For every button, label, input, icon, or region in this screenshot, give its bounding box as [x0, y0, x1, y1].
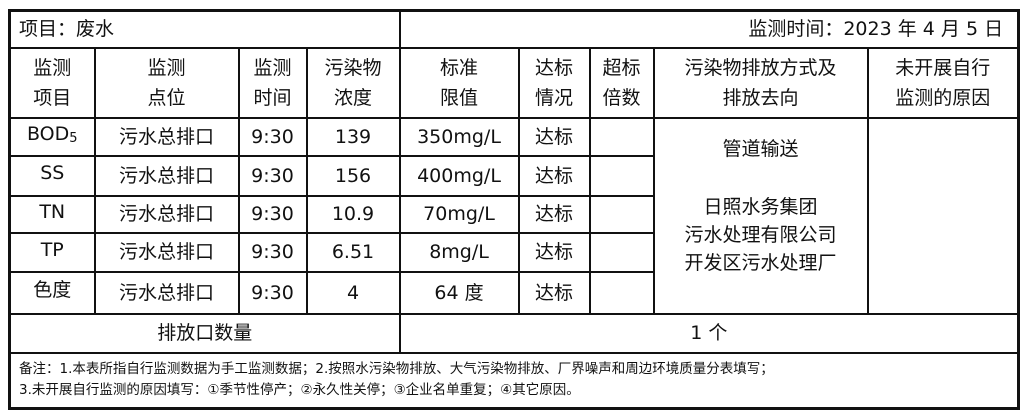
outlet-count-label: 排放口数量: [8, 312, 401, 354]
notes: 备注：1.本表所指自行监测数据为手工监测数据；2.按照水污染物排放、大气污染物排…: [8, 351, 1020, 410]
header-line: 超标: [602, 56, 641, 79]
discharge-destination: 日照水务集团: [703, 195, 818, 218]
table-row: BOD5 污水总排口 9:30 139 350mg/L 达标 管道输送 日照水务集团 污水…: [8, 116, 1020, 315]
header-line: 未开展自行: [895, 56, 991, 79]
header-line: 倍数: [602, 86, 641, 109]
cell-time: 9:30: [237, 154, 308, 197]
cell-conc: 156: [305, 154, 401, 197]
header-line: 监测: [253, 56, 292, 79]
cell-item: SS: [8, 154, 96, 197]
header-row: 监测 项目 监测 点位 监测 时间 污染物 浓度 标准 限值 达标 情况 超标 倍数 污染物排放方式及 排放去…: [8, 46, 1020, 119]
cell-time: 9:30: [237, 194, 308, 234]
table-row: TN 污水总排口 9:30 10.9 70mg/L 达标: [8, 194, 1019, 234]
discharge-destination: 污水处理有限公司: [684, 223, 837, 246]
cell-item: BOD5: [8, 116, 96, 157]
note-line-1: 备注：1.本表所指自行监测数据为手工监测数据；2.按照水污染物排放、大气污染物排…: [19, 361, 774, 378]
cell-exceed: [588, 116, 655, 157]
cell-time: 9:30: [237, 116, 308, 157]
cell-item: TP: [8, 231, 96, 273]
cell-point: 污水总排口: [93, 270, 240, 315]
cell-conc: 10.9: [305, 194, 401, 234]
cell-item: TN: [8, 194, 96, 234]
discharge-method: 管道输送: [722, 137, 799, 160]
cell-status: 达标: [517, 231, 591, 273]
cell-limit: 350mg/L: [398, 116, 520, 157]
note-line-2: 3.未开展自行监测的原因填写：①季节性停产；②永久性关停；③企业名单重复；④其它…: [19, 382, 580, 399]
cell-limit: 400mg/L: [398, 154, 520, 197]
header-line: 时间: [253, 86, 292, 109]
header-line: 限值: [440, 86, 479, 109]
header-line: 排放去向: [722, 86, 799, 109]
header-line: 污染物: [324, 56, 382, 79]
header-line: 浓度: [334, 86, 373, 109]
column-header: 标准 限值: [398, 46, 520, 119]
cell-time: 9:30: [237, 270, 308, 315]
cell-limit: 70mg/L: [398, 194, 520, 234]
discharge-cell: 管道输送 日照水务集团 污水处理有限公司 开发区污水处理厂: [652, 116, 869, 315]
cell-exceed: [588, 270, 655, 315]
table-row: TP 污水总排口 9:30 6.51 8mg/L 达标: [8, 231, 1019, 273]
column-header: 超标 倍数: [588, 46, 655, 119]
column-header: 污染物 浓度: [305, 46, 401, 119]
cell-exceed: [588, 154, 655, 197]
column-header: 监测 点位: [93, 46, 240, 119]
cell-status: 达标: [517, 194, 591, 234]
column-header: 达标 情况: [517, 46, 591, 119]
cell-limit: 8mg/L: [398, 231, 520, 273]
cell-limit: 64 度: [398, 270, 520, 315]
column-header: 污染物排放方式及 排放去向: [652, 46, 869, 119]
cell-status: 达标: [517, 116, 591, 157]
header-line: 监测: [147, 56, 186, 79]
monitoring-date: 监测时间：2023 年 4 月 5 日: [398, 9, 1020, 49]
cell-point: 污水总排口: [93, 116, 240, 157]
cell-point: 污水总排口: [93, 194, 240, 234]
not-monitored-reason: [866, 116, 1020, 315]
header-line: 项目: [33, 86, 72, 109]
cell-point: 污水总排口: [93, 231, 240, 273]
monitoring-table: 项目：废水 监测时间：2023 年 4 月 5 日 监测 项目 监测 点位 监测 时间 污染…: [8, 9, 1021, 410]
cell-exceed: [588, 194, 655, 234]
cell-exceed: [588, 231, 655, 273]
header-line: 监测: [33, 56, 72, 79]
cell-point: 污水总排口: [93, 154, 240, 197]
project-label: 项目：废水: [8, 9, 401, 49]
cell-status: 达标: [517, 270, 591, 315]
cell-conc: 139: [305, 116, 401, 157]
cell-item: 色度: [8, 270, 96, 315]
header-line: 监测的原因: [895, 86, 991, 109]
cell-conc: 6.51: [305, 231, 401, 273]
header-line: 达标: [535, 56, 574, 79]
header-line: 标准: [440, 56, 479, 79]
header-line: 污染物排放方式及: [684, 56, 837, 79]
column-header: 未开展自行监测的原因: [866, 46, 1020, 119]
header-line: 点位: [147, 86, 186, 109]
cell-time: 9:30: [237, 231, 308, 273]
discharge-destination: 开发区污水处理厂: [684, 251, 837, 274]
cell-status: 达标: [517, 154, 591, 197]
cell-conc: 4: [305, 270, 401, 315]
column-header: 监测 时间: [237, 46, 308, 119]
column-header: 监测 项目: [8, 46, 96, 119]
table-row: SS 污水总排口 9:30 156 400mg/L 达标: [8, 154, 1019, 197]
outlet-count-value: 1 个: [398, 312, 1020, 354]
header-line: 情况: [535, 86, 574, 109]
table-row: 色度 污水总排口 9:30 4 64 度达标: [8, 270, 1019, 315]
